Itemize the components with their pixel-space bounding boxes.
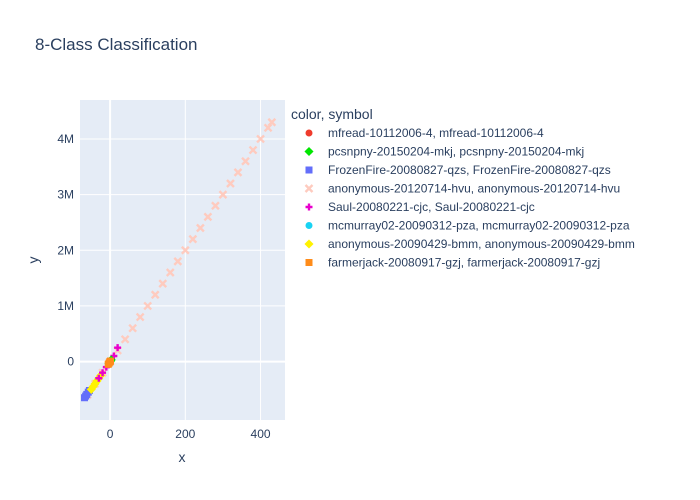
legend-marker (305, 166, 313, 174)
data-point (120, 334, 130, 344)
legend-label: mfread-10112006-4, mfread-10112006-4 (328, 126, 544, 140)
legend-items: mfread-10112006-4, mfread-10112006-4 pcsn… (304, 126, 635, 270)
data-point (150, 290, 160, 300)
data-point (99, 369, 107, 377)
data-point (188, 234, 198, 244)
legend-label: anonymous-20120714-hvu, anonymous-201207… (328, 182, 620, 196)
data-point (241, 156, 250, 166)
x-tick-label: 400 (251, 427, 271, 441)
legend-label: mcmurray02-20090312-pza, mcmurray02-2009… (328, 219, 630, 233)
data-point (114, 344, 122, 352)
data-point (143, 301, 153, 311)
x-axis-title: x (179, 449, 186, 465)
chart-title: 8-Class Classification (35, 35, 198, 54)
legend-label: pcsnpny-20150204-mkj, pcsnpny-20150204-m… (328, 145, 584, 159)
data-point (263, 123, 273, 133)
x-tick-label: 200 (175, 427, 195, 441)
data-point (135, 312, 145, 322)
y-tick-label: 3M (57, 188, 74, 202)
data-point (256, 134, 265, 144)
tick-labels: 0 200 400 0 1M 2M 3M 4M (57, 132, 271, 441)
legend-label: anonymous-20090429-bmm, anonymous-200904… (328, 237, 635, 251)
data-point (92, 376, 102, 386)
legend-marker (305, 203, 313, 211)
y-tick-label: 2M (57, 243, 74, 257)
y-axis-title: y (25, 257, 41, 264)
data-point (88, 382, 98, 392)
x-tick-label: 0 (107, 427, 114, 441)
legend-label: Saul-20080221-cjc, Saul-20080221-cjc (328, 200, 535, 214)
data-point (248, 145, 258, 155)
legend-marker (304, 239, 314, 249)
y-tick-label: 4M (57, 132, 74, 146)
data-point (180, 245, 190, 255)
data-point (128, 323, 138, 333)
data-point (158, 279, 168, 289)
data-point (233, 167, 243, 177)
legend-marker (304, 184, 314, 193)
legend-marker (305, 259, 313, 266)
legend-marker (305, 129, 313, 137)
data-point (173, 257, 183, 266)
y-tick-label: 1M (57, 299, 74, 313)
data-point (95, 374, 103, 382)
data-point (203, 212, 213, 222)
legend-marker (305, 222, 313, 229)
data-point (267, 117, 277, 127)
data-point (218, 190, 228, 199)
y-tick-label: 0 (67, 355, 74, 369)
legend-title: color, symbol (291, 106, 373, 122)
data-point (226, 179, 235, 188)
legend-label: FrozenFire-20080827-qzs, FrozenFire-2008… (328, 163, 611, 177)
data-point (165, 268, 175, 277)
data-point (196, 223, 205, 233)
data-points (81, 117, 277, 402)
data-point (211, 201, 220, 211)
data-point (106, 357, 114, 365)
legend: color, symbol mfread-10112006-4, mfread-… (291, 106, 635, 270)
legend-label: farmerjack-20080917-gzj, farmerjack-2008… (328, 256, 600, 270)
legend-marker (304, 146, 314, 157)
